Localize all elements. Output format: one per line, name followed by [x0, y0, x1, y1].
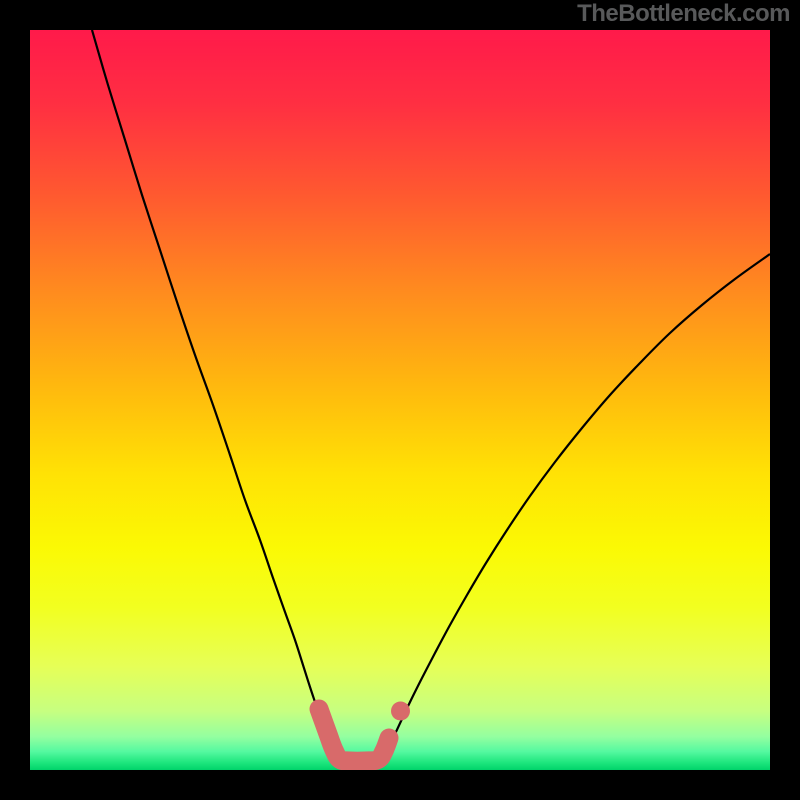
bottleneck-chart	[0, 0, 800, 800]
watermark-label: TheBottleneck.com	[577, 0, 790, 28]
sweet-spot-marker	[391, 702, 410, 721]
gradient-background	[30, 30, 770, 770]
chart-frame: TheBottleneck.com	[0, 0, 800, 800]
